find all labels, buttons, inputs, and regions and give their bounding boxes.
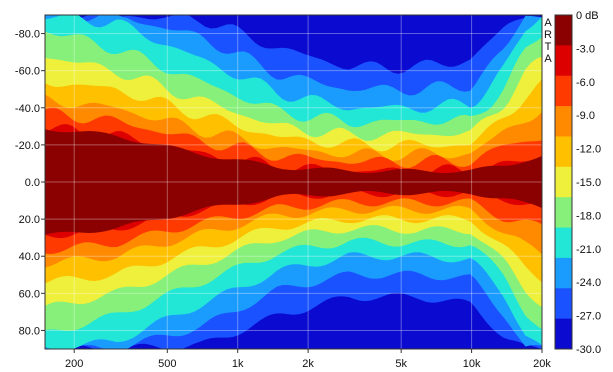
y-tick-label: -40.0 xyxy=(15,103,40,115)
y-tick-label: 60.0 xyxy=(19,288,40,300)
y-tick-label: 0.0 xyxy=(25,177,40,189)
x-tick-label: 1k xyxy=(232,358,244,370)
heatmap-region-0db xyxy=(45,129,542,235)
heatmap-plot-area xyxy=(45,15,542,349)
colorbar-label: -9.0 xyxy=(576,110,595,122)
watermark-letter: A xyxy=(544,17,552,29)
colorbar-swatch xyxy=(555,257,572,289)
colorbar-label: -24.0 xyxy=(576,277,601,289)
colorbar-swatch xyxy=(555,318,572,350)
x-tick-label: 5k xyxy=(395,358,407,370)
colorbar-label: -6.0 xyxy=(576,77,595,89)
y-tick-label: -20.0 xyxy=(15,140,40,152)
x-tick-label: 10k xyxy=(463,358,481,370)
watermark-letter: A xyxy=(544,53,552,65)
x-tick-label: 200 xyxy=(65,358,83,370)
y-tick-label: 40.0 xyxy=(19,251,40,263)
colorbar-label: -18.0 xyxy=(576,210,601,222)
colorbar-legend: 0 dB -3.0 -6.0 -9.0 -12.0 -15.0 -18.0 -21.0 -24.… xyxy=(554,10,601,356)
y-tick-label: 20.0 xyxy=(19,214,40,226)
colorbar-label: -30.0 xyxy=(576,344,601,356)
colorbar-label: -3.0 xyxy=(576,43,595,55)
colorbar-frame xyxy=(554,14,573,350)
watermark-letter: T xyxy=(545,41,552,53)
colorbar-swatch xyxy=(555,166,572,198)
y-tick-label: -60.0 xyxy=(15,66,40,78)
colorbar-swatch xyxy=(555,75,572,107)
x-tick-label: 20k xyxy=(533,358,551,370)
colorbar-swatch xyxy=(555,288,572,320)
colorbar-label: -27.0 xyxy=(576,311,601,323)
colorbar-label: 0 dB xyxy=(576,10,599,22)
grid xyxy=(45,15,543,349)
colorbar-label: -15.0 xyxy=(576,177,601,189)
colorbar-label: -12.0 xyxy=(576,144,601,156)
watermark-letter: R xyxy=(544,29,552,41)
colorbar-swatch xyxy=(555,227,572,259)
x-axis: 200 500 1k 2k 5k 10k 20k xyxy=(65,349,551,370)
colorbar-swatch xyxy=(555,106,572,137)
y-axis: -80.0 -60.0 -40.0 -20.0 0.0 20.0 40.0 60.0 80.0 xyxy=(15,29,45,337)
colorbar-swatch xyxy=(555,45,572,77)
x-tick-label: 500 xyxy=(158,358,176,370)
y-tick-label: -80.0 xyxy=(15,29,40,41)
colorbar-swatch xyxy=(555,15,572,46)
colorbar-swatch xyxy=(555,136,572,168)
y-tick-label: 80.0 xyxy=(19,325,40,337)
colorbar-swatch xyxy=(555,197,572,229)
colorbar-label: -21.0 xyxy=(576,244,601,256)
x-tick-label: 2k xyxy=(302,358,314,370)
